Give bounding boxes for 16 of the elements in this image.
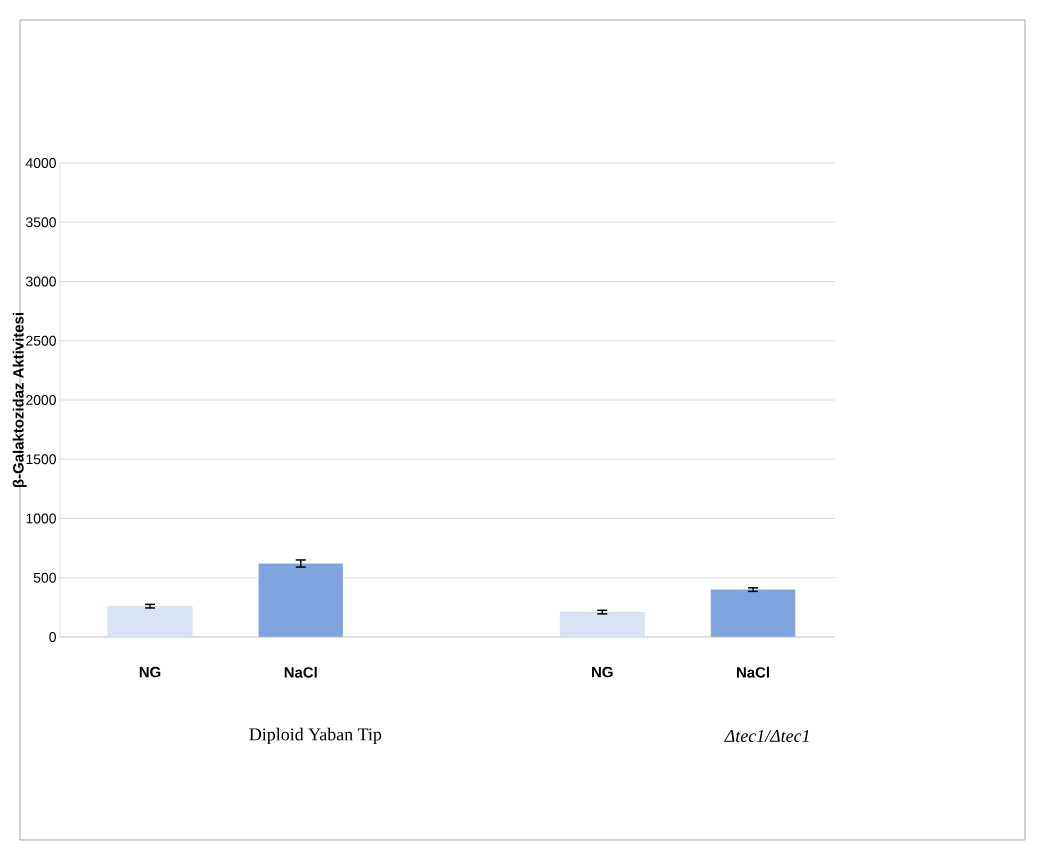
x-tick-label: NaCl bbox=[736, 666, 769, 678]
y-tick-label: 2500 bbox=[26, 335, 56, 346]
y-axis-title: β-Galaktozidaz Aktivitesi bbox=[12, 313, 27, 487]
y-tick-label: 0 bbox=[49, 632, 56, 642]
y-tick-label: 2000 bbox=[26, 395, 56, 405]
x-tick-label: NaCl bbox=[284, 666, 317, 678]
x-tick-label: NG bbox=[592, 666, 613, 678]
x-tick-label: NG bbox=[139, 666, 161, 678]
y-tick-label: 4000 bbox=[25, 158, 56, 168]
y-tick-label: 3500 bbox=[25, 217, 56, 228]
text: Diploid Yaban Tip bbox=[249, 727, 382, 745]
y-tick-label: 3000 bbox=[25, 276, 56, 287]
y-tick-label: 1500 bbox=[26, 454, 56, 465]
y-tick-label: 500 bbox=[33, 572, 56, 583]
y-tick-label: 1000 bbox=[26, 513, 56, 524]
text: Δtec1/Δtec1 bbox=[724, 729, 809, 742]
